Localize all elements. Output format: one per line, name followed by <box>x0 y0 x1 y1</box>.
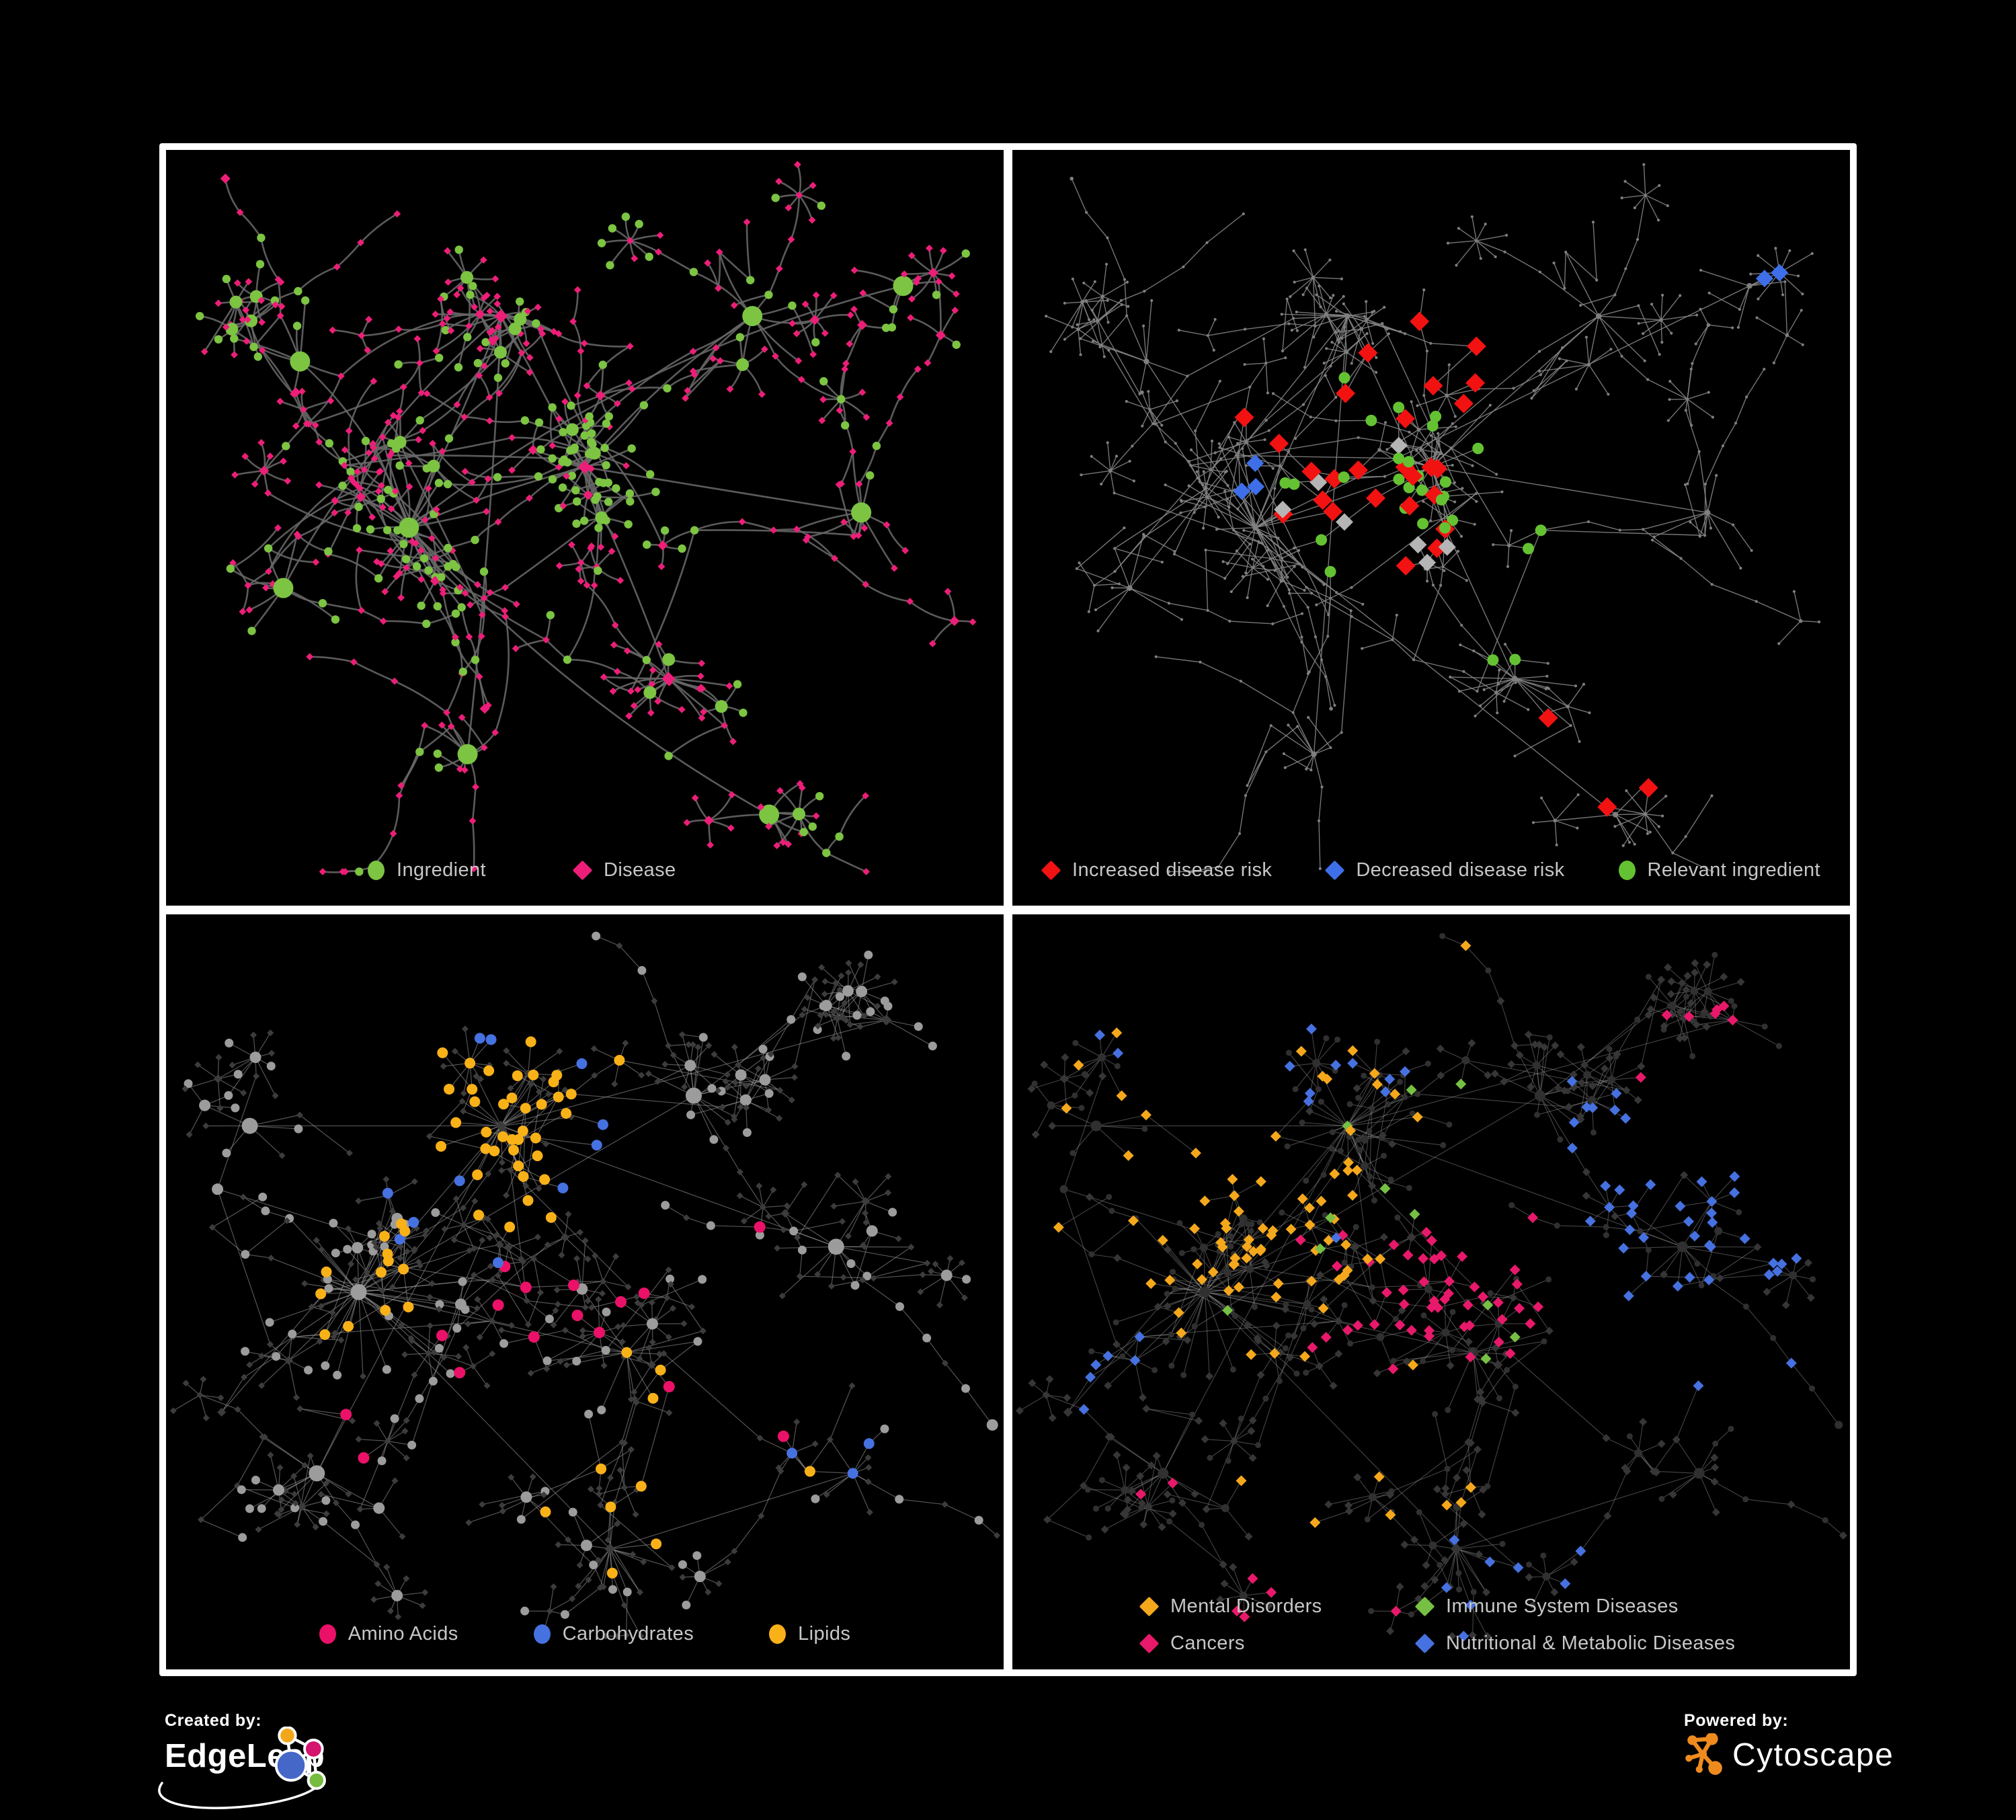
legend-ingredient-disease: Ingredient Disease <box>166 859 1004 881</box>
edgeleap-node-pink <box>303 1739 324 1759</box>
legend-item-cancers: Cancers <box>1139 1632 1402 1655</box>
edgeleap-swoosh <box>158 1774 323 1809</box>
diamond-swatch <box>1139 1633 1160 1654</box>
legend-item-increased-disease-risk: Increased disease risk <box>1041 859 1273 881</box>
legend-label: Relevant ingredient <box>1647 859 1821 881</box>
edgeleap-logo: EdgeLeap <box>158 1727 528 1809</box>
legend-disease-risk: Increased disease risk Decreased disease … <box>1012 859 1850 881</box>
circle-swatch <box>533 1624 551 1644</box>
diamond-swatch <box>1414 1596 1435 1617</box>
legend-item-lipids: Lipids <box>769 1623 850 1645</box>
legend-label: Increased disease risk <box>1072 859 1273 881</box>
panel-disease-risk: Increased disease risk Decreased disease … <box>1012 150 1850 906</box>
edgeleap-node-orange <box>278 1727 297 1745</box>
legend-label: Decreased disease risk <box>1356 859 1565 881</box>
edgeleap-credit: Created by: EdgeLeap <box>158 1711 528 1812</box>
edgeleap-network-icon <box>274 1727 326 1790</box>
diamond-swatch <box>1139 1596 1160 1617</box>
legend-item-disease: Disease <box>572 859 676 881</box>
legend-item-mental-disorders: Mental Disorders <box>1139 1595 1402 1618</box>
diamond-swatch <box>1414 1633 1435 1654</box>
legend-item-nutritional-metabolic-diseases: Nutritional & Metabolic Diseases <box>1414 1632 1736 1655</box>
circle-swatch <box>368 860 385 880</box>
created-by-label: Created by: <box>165 1711 262 1730</box>
cytoscape-credit: Powered by: Cytoscape <box>1684 1711 1966 1812</box>
legend-item-ingredient: Ingredient <box>368 859 486 881</box>
legend-nutrient-classes: Amino Acids Carbohydrates Lipids <box>166 1623 1004 1645</box>
legend-label: Ingredient <box>397 859 486 881</box>
network-disease-risk <box>1045 163 1821 873</box>
network-disease-classes <box>1015 933 1847 1641</box>
edgeleap-node-blue <box>274 1749 308 1782</box>
legend-item-amino-acids: Amino Acids <box>319 1623 458 1645</box>
footer: Created by: EdgeLeap Powered by: <box>0 1676 2016 1820</box>
legend-item-relevant-ingredient: Relevant ingredient <box>1618 859 1821 881</box>
legend-label: Lipids <box>798 1623 851 1645</box>
diamond-swatch <box>572 860 593 880</box>
legend-item-carbohydrates: Carbohydrates <box>533 1623 694 1645</box>
cytoscape-logo: Cytoscape <box>1684 1733 1966 1776</box>
panel-ingredient-disease: Ingredient Disease <box>166 150 1004 906</box>
edgeleap-node-green <box>307 1770 326 1790</box>
legend-label: Cancers <box>1170 1632 1245 1654</box>
legend-label: Mental Disorders <box>1170 1595 1322 1617</box>
legend-item-decreased-disease-risk: Decreased disease risk <box>1324 859 1565 881</box>
circle-swatch <box>1618 860 1636 880</box>
panel-disease-classes: Mental Disorders Immune System Diseases Ca… <box>1012 914 1850 1669</box>
circle-swatch <box>319 1624 336 1644</box>
cytoscape-wordmark: Cytoscape <box>1732 1737 1894 1773</box>
circle-swatch <box>769 1624 787 1644</box>
diamond-swatch <box>1324 860 1345 880</box>
panel-nutrient-classes: Amino Acids Carbohydrates Lipids <box>166 914 1004 1669</box>
powered-by-label: Powered by: <box>1684 1711 1789 1730</box>
cytoscape-icon <box>1685 1733 1722 1775</box>
diamond-swatch <box>1041 860 1061 880</box>
legend-label: Nutritional & Metabolic Diseases <box>1446 1632 1736 1654</box>
legend-item-immune-system-diseases: Immune System Diseases <box>1414 1595 1735 1618</box>
legend-label: Amino Acids <box>348 1623 458 1645</box>
network-ingredient-disease <box>195 161 977 876</box>
panel-grid: Ingredient Disease Increased disease risk… <box>159 143 1857 1676</box>
legend-disease-classes: Mental Disorders Immune System Diseases Ca… <box>1012 1595 1850 1655</box>
legend-label: Carbohydrates <box>562 1623 694 1645</box>
legend-label: Disease <box>604 859 676 881</box>
network-nutrient-classes <box>169 931 1000 1639</box>
legend-label: Immune System Diseases <box>1446 1595 1679 1617</box>
